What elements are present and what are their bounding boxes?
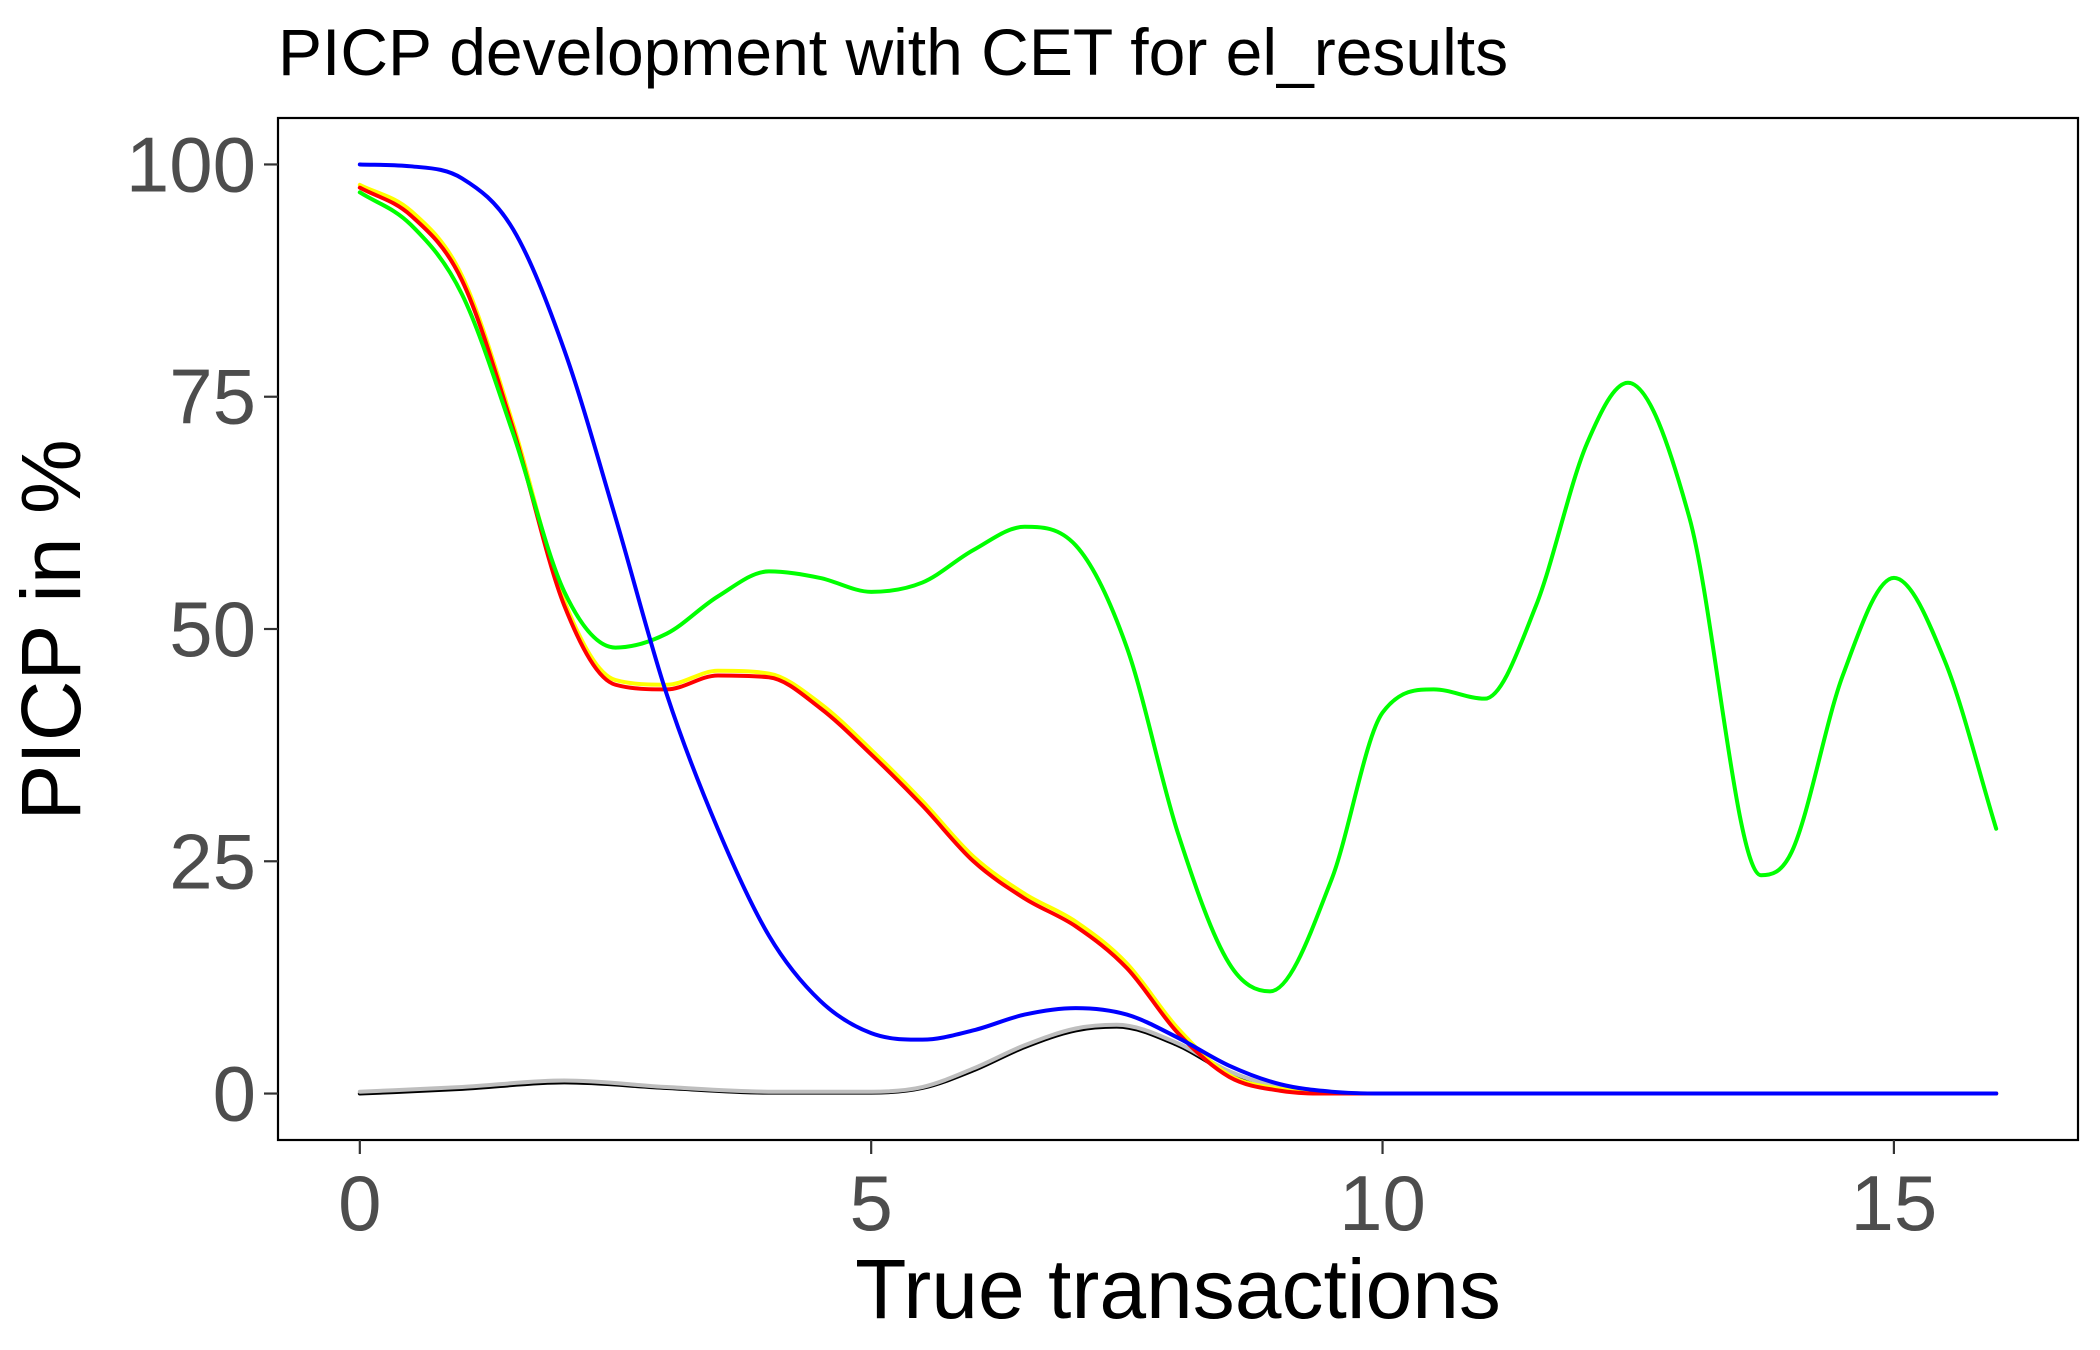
- x-axis: 0 5 10 15: [338, 1140, 1937, 1247]
- x-tick-label: 0: [338, 1159, 381, 1247]
- series-line-4: [357, 190, 1999, 994]
- y-axis: 0 25 50 75 100: [126, 120, 278, 1138]
- y-tick-label: 50: [169, 585, 256, 673]
- x-tick-label: 5: [849, 1159, 892, 1247]
- y-tick-label: 25: [169, 817, 256, 905]
- x-tick-label: 10: [1339, 1159, 1426, 1247]
- x-tick-label: 15: [1851, 1159, 1938, 1247]
- y-axis-label: PICP in %: [4, 439, 98, 820]
- y-tick-label: 100: [126, 120, 256, 208]
- y-tick-label: 0: [213, 1050, 256, 1138]
- series-line-5: [357, 162, 1999, 1096]
- y-tick-label: 75: [169, 353, 256, 441]
- series-line-2: [357, 182, 1999, 1096]
- plot-frame: [276, 116, 2080, 1142]
- x-axis-label: True transactions: [855, 1242, 1501, 1336]
- series-line-3: [357, 185, 1999, 1096]
- chart-title: PICP development with CET for el_results: [278, 15, 1508, 89]
- series-layer: [357, 162, 1999, 1096]
